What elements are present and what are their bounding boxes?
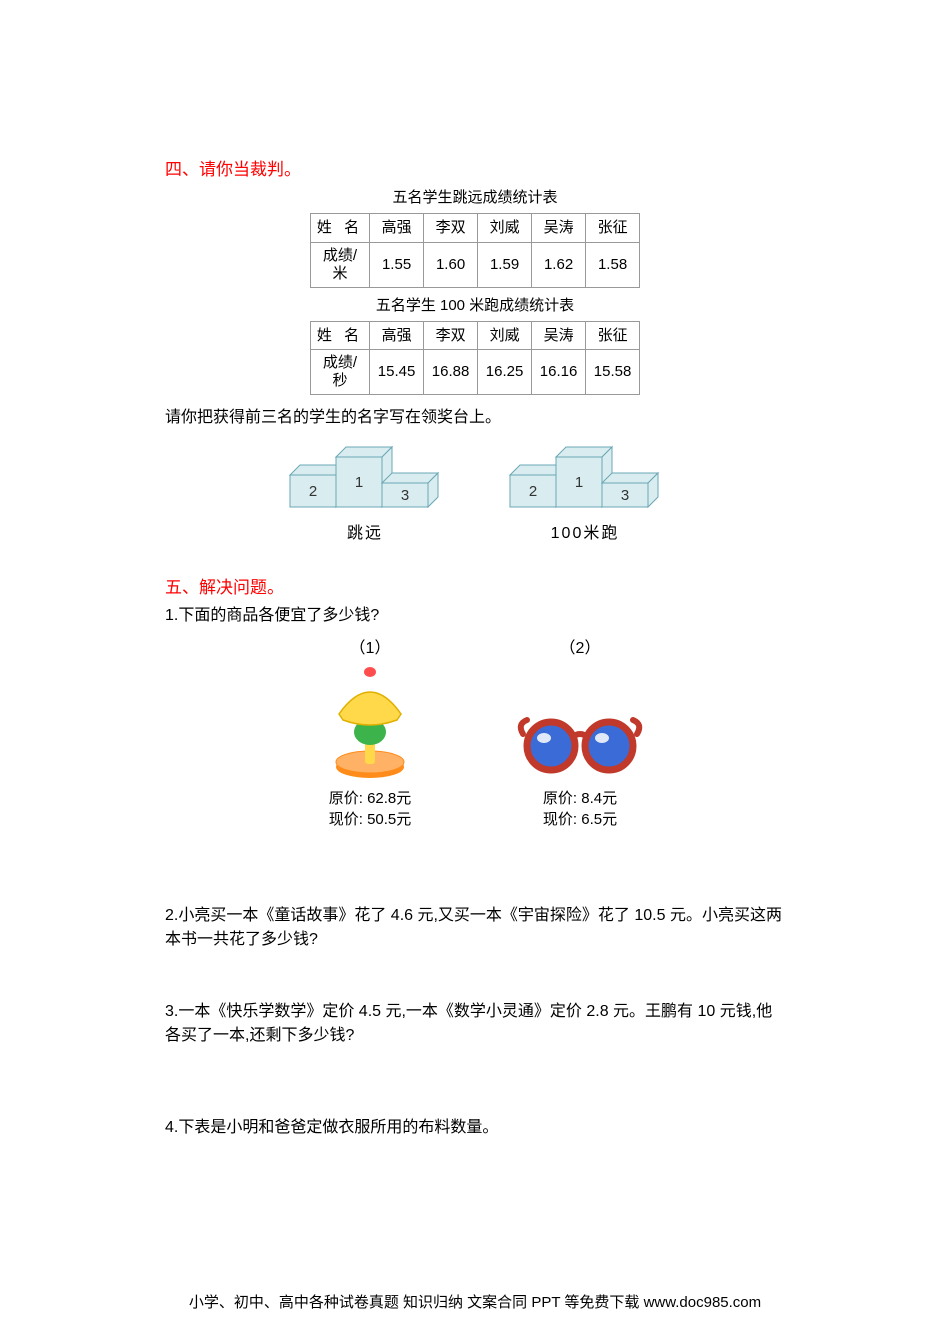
q3-text: 3.一本《快乐学数学》定价 4.5 元,一本《数学小灵通》定价 2.8 元。王鹏… [165, 1000, 785, 1048]
table1-val-1: 1.60 [424, 242, 478, 287]
table1-val-2: 1.59 [478, 242, 532, 287]
table2-name-1: 李双 [424, 321, 478, 350]
page-footer: 小学、初中、高中各种试卷真题 知识归纳 文案合同 PPT 等免费下载 www.d… [0, 1291, 950, 1312]
podium-label-2: 100米跑 [500, 519, 670, 543]
svg-text:3: 3 [401, 487, 409, 504]
table1-header: 姓 名 [310, 214, 369, 243]
podium-longjump: 2 1 3 跳远 [280, 435, 450, 543]
podium-icon: 2 1 3 [280, 435, 450, 513]
podium-100m: 2 1 3 100米跑 [500, 435, 670, 543]
table2-rowlabel: 成绩/秒 [310, 350, 369, 395]
svg-text:2: 2 [309, 483, 317, 500]
table2-val-2: 16.25 [478, 350, 532, 395]
table1-name-3: 吴涛 [532, 214, 586, 243]
table2-name-4: 张征 [586, 321, 640, 350]
table1-name-1: 李双 [424, 214, 478, 243]
table1-val-0: 1.55 [370, 242, 424, 287]
section5-title: 五、解决问题。 [165, 573, 785, 598]
table2-name-0: 高强 [370, 321, 424, 350]
table2-val-1: 16.88 [424, 350, 478, 395]
table1-name-4: 张征 [586, 214, 640, 243]
q4-text: 4.下表是小明和爸爸定做衣服所用的布料数量。 [165, 1116, 785, 1140]
table1-name-0: 高强 [370, 214, 424, 243]
glasses-icon [515, 702, 645, 782]
table2-val-4: 15.58 [586, 350, 640, 395]
section4-instruction: 请你把获得前三名的学生的名字写在领奖台上。 [165, 403, 785, 427]
svg-text:3: 3 [621, 487, 629, 504]
table1-rowlabel: 成绩/米 [310, 242, 369, 287]
table-row: 姓 名 高强 李双 刘威 吴涛 张征 [310, 214, 639, 243]
product1-prices: 原价: 62.8元 现价: 50.5元 [295, 788, 445, 830]
table1: 姓 名 高强 李双 刘威 吴涛 张征 成绩/米 1.55 1.60 1.59 1… [310, 213, 640, 288]
products-row: （1） 原价: 62.8元 现价: 50.5元 （2） 原价: 8.4元 现价:… [165, 634, 785, 830]
table2-caption: 五名学生 100 米跑成绩统计表 [165, 294, 785, 315]
table2-val-0: 15.45 [370, 350, 424, 395]
svg-text:1: 1 [355, 474, 363, 491]
table2-val-3: 16.16 [532, 350, 586, 395]
product-num-1: （1） [295, 634, 445, 658]
product-lamp: （1） 原价: 62.8元 现价: 50.5元 [295, 634, 445, 830]
q1-text: 1.下面的商品各便宜了多少钱? [165, 604, 785, 628]
product-glasses: （2） 原价: 8.4元 现价: 6.5元 [505, 634, 655, 830]
product2-prices: 原价: 8.4元 现价: 6.5元 [505, 788, 655, 830]
table2-header: 姓 名 [310, 321, 369, 350]
table1-val-4: 1.58 [586, 242, 640, 287]
section4-title: 四、请你当裁判。 [165, 155, 785, 180]
podium-label-1: 跳远 [280, 519, 450, 543]
product-num-2: （2） [505, 634, 655, 658]
table1-val-3: 1.62 [532, 242, 586, 287]
svg-text:2: 2 [529, 483, 537, 500]
table-row: 成绩/秒 15.45 16.88 16.25 16.16 15.58 [310, 350, 639, 395]
table2: 姓 名 高强 李双 刘威 吴涛 张征 成绩/秒 15.45 16.88 16.2… [310, 321, 640, 396]
podium-icon: 2 1 3 [500, 435, 670, 513]
table-row: 成绩/米 1.55 1.60 1.59 1.62 1.58 [310, 242, 639, 287]
table2-name-3: 吴涛 [532, 321, 586, 350]
lamp-icon [315, 662, 425, 782]
table1-name-2: 刘威 [478, 214, 532, 243]
q2-text: 2.小亮买一本《童话故事》花了 4.6 元,又买一本《宇宙探险》花了 10.5 … [165, 904, 785, 952]
table1-caption: 五名学生跳远成绩统计表 [165, 186, 785, 207]
podiums-row: 2 1 3 跳远 2 1 3 100米跑 [165, 435, 785, 543]
table2-name-2: 刘威 [478, 321, 532, 350]
table-row: 姓 名 高强 李双 刘威 吴涛 张征 [310, 321, 639, 350]
svg-text:1: 1 [575, 474, 583, 491]
